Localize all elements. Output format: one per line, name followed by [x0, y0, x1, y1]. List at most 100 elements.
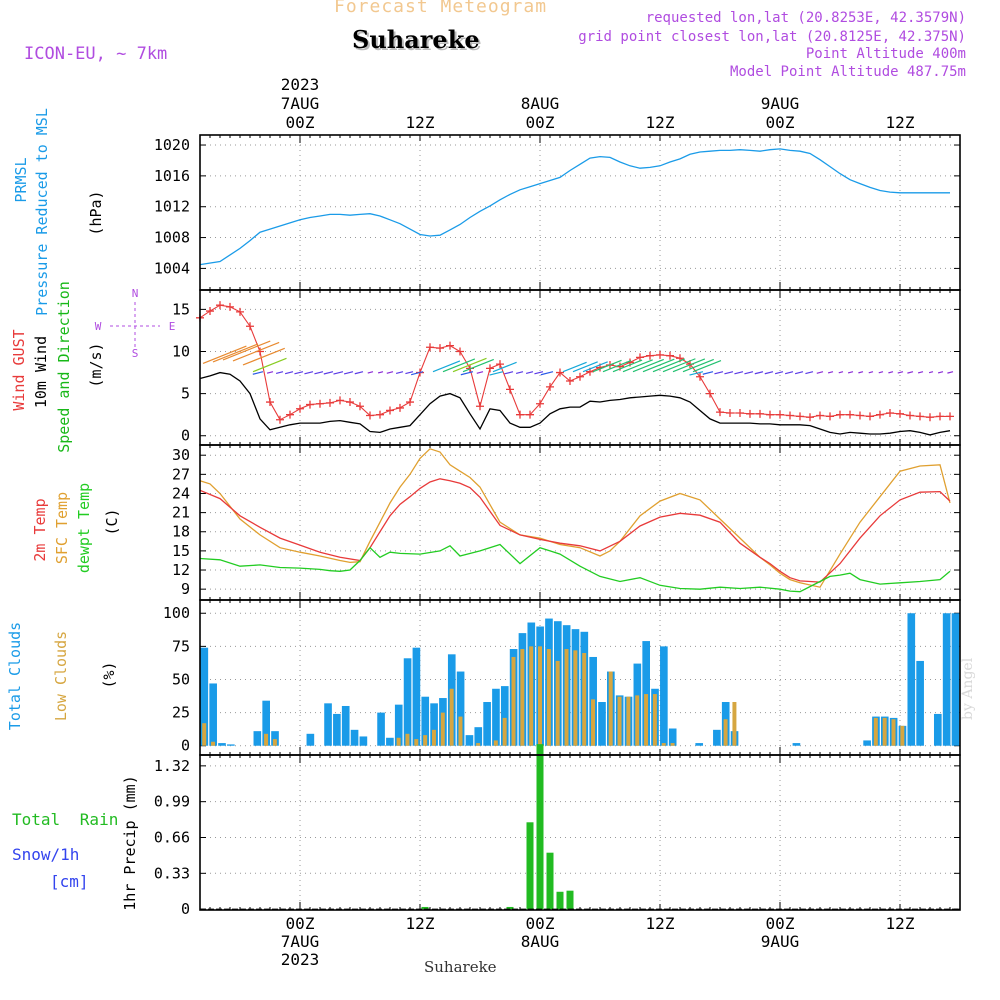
- low-cloud-bar: [732, 702, 737, 746]
- total-cloud-bar: [863, 740, 871, 746]
- wind-arrow: [632, 358, 664, 373]
- gust-marker: [806, 413, 814, 422]
- gust-marker: [436, 344, 444, 353]
- wind-arrow: [672, 358, 706, 373]
- compass-w: W: [95, 320, 102, 333]
- gust-marker: [746, 409, 754, 418]
- time-axis-label: 7AUG: [281, 94, 320, 113]
- panel-border: [199, 754, 961, 911]
- wind-arrow: [754, 371, 764, 375]
- gust-marker: [706, 389, 714, 398]
- gust-marker: [276, 415, 284, 424]
- footer-station: Suhareke: [424, 958, 497, 976]
- wind-arrow: [232, 341, 280, 362]
- wind-arrow: [847, 371, 854, 374]
- wind-label: 10m Wind: [32, 336, 50, 408]
- y-tick-label: 18: [172, 523, 190, 541]
- low-cloud-bar: [626, 696, 631, 746]
- gust-marker: [936, 412, 944, 421]
- wind-arrow: [314, 371, 324, 375]
- wind-arrow: [702, 371, 714, 375]
- gust-marker: [896, 409, 904, 418]
- wind-arrow: [540, 371, 554, 376]
- wind-arrow: [294, 371, 304, 375]
- rain-bar: [546, 852, 554, 910]
- wind-arrow: [562, 361, 587, 373]
- gust-label: Wind GUST: [10, 329, 28, 410]
- grid-point-coords: grid point closest lon,lat (20.8125E, 42…: [578, 29, 966, 45]
- y-tick-label: 1008: [154, 229, 190, 247]
- low-cloud-bar: [723, 719, 728, 746]
- panel-4: 0 25 50 75 100: [163, 600, 961, 755]
- wind-unit-label: (m/s): [87, 342, 105, 387]
- wind-arrow: [682, 358, 714, 373]
- gust-marker: [926, 413, 934, 422]
- wind-arrow: [252, 357, 287, 373]
- compass-e: E: [169, 320, 176, 333]
- gust-marker: [376, 410, 384, 419]
- wind-arrow: [284, 371, 294, 375]
- wind-arrow: [858, 371, 864, 374]
- gust-marker: [216, 301, 224, 310]
- low-cloud-bar: [591, 699, 596, 746]
- total-cloud-bar: [333, 713, 341, 746]
- gust-marker: [856, 411, 864, 420]
- total-cloud-bar: [359, 736, 368, 746]
- y-tick-label: 27: [172, 465, 190, 483]
- wind-arrow: [897, 371, 904, 374]
- wind-arrow: [937, 371, 944, 374]
- low-cloud-bar: [202, 723, 207, 746]
- wind-arrow: [252, 371, 264, 375]
- wind-arrow: [838, 371, 844, 374]
- low-cloud-bar: [635, 695, 640, 746]
- low-cloud-bar: [670, 743, 675, 746]
- low-cloud-bar: [211, 741, 216, 746]
- total-cloud-bar: [942, 613, 951, 746]
- total-cloud-bar: [660, 646, 668, 746]
- total-cloud-bar: [907, 613, 916, 746]
- panel-1: 1004 1008 1012 1016 1020: [154, 135, 961, 290]
- y-tick-label: 0.33: [154, 864, 190, 882]
- temp2m-label: 2m Temp: [31, 498, 49, 561]
- wind-arrow: [878, 371, 884, 374]
- gust-marker: [476, 402, 484, 411]
- total-cloud-bar: [933, 713, 942, 746]
- gust-marker: [326, 398, 334, 407]
- model-altitude: Model Point Altitude 487.75m: [729, 64, 966, 80]
- wind-arrow: [386, 371, 394, 374]
- gust-marker: [776, 410, 784, 419]
- wind-arrow: [411, 371, 424, 376]
- panel-grid: [200, 600, 960, 755]
- low-cloud-bar: [449, 688, 454, 746]
- gust-marker: [576, 372, 584, 381]
- wind-arrow: [602, 359, 632, 373]
- station-title: Suhareke: [352, 25, 480, 54]
- rain-bar: [506, 906, 514, 910]
- low-cloud-bar: [546, 649, 551, 746]
- gust-marker: [346, 398, 354, 407]
- wind-arrow: [202, 345, 247, 365]
- total-cloud-bar: [421, 696, 430, 746]
- total-cloud-bar: [430, 703, 438, 746]
- wind-arrow: [868, 371, 874, 374]
- low-cloud-bar: [891, 719, 896, 746]
- low-cloud-bar: [538, 646, 542, 746]
- wind-arrow: [917, 371, 924, 374]
- wind-arrow: [442, 358, 476, 373]
- wind-arrow: [534, 371, 544, 375]
- wind-arrow: [928, 371, 934, 374]
- rain-bar: [566, 890, 574, 910]
- time-axis-label: 9AUG: [761, 94, 800, 113]
- wind-arrow: [805, 371, 814, 375]
- y-tick-label: 1020: [154, 136, 190, 154]
- clouds-unit-label: (%): [100, 661, 118, 688]
- gust-marker: [786, 411, 794, 420]
- gust-marker: [386, 406, 394, 415]
- low-cloud-bar: [476, 743, 481, 746]
- time-axis-label: 2023: [281, 950, 320, 969]
- total-cloud-bar: [377, 712, 385, 746]
- y-tick-label: 1.32: [154, 757, 190, 775]
- low-cloud-bar: [873, 717, 878, 746]
- low-cloud-bar: [608, 671, 613, 746]
- y-tick-label: 21: [172, 504, 190, 522]
